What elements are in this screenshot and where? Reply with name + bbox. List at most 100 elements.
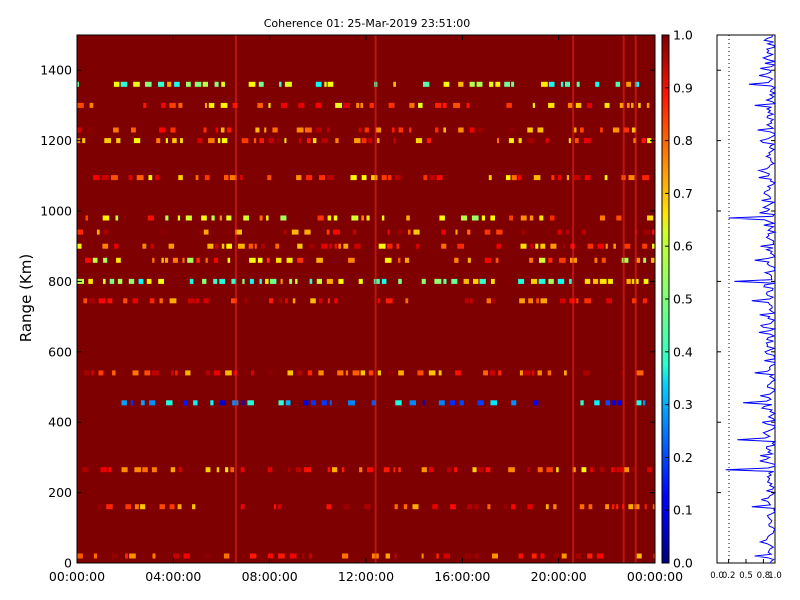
heatmap-cell <box>450 504 456 510</box>
heatmap-cell <box>343 243 349 249</box>
heatmap-cell <box>179 229 185 235</box>
heatmap-cell <box>496 229 503 235</box>
heatmap-cell <box>381 175 387 181</box>
heatmap-cell <box>205 370 210 376</box>
heatmap-cell <box>394 553 397 559</box>
heatmap-cell <box>364 127 369 133</box>
heatmap-cell <box>276 257 282 263</box>
heatmap-cell <box>459 400 464 406</box>
heatmap-cell <box>481 215 485 221</box>
heatmap-streaks <box>234 35 637 563</box>
heatmap-band <box>77 278 655 284</box>
y-tick-label: 1200 <box>40 133 72 148</box>
heatmap-cell <box>193 400 198 406</box>
heatmap-cell <box>458 81 464 87</box>
heatmap-cell <box>443 553 450 559</box>
heatmap-cell <box>599 215 605 221</box>
colorbar: 0.0 0.1 0.2 0.3 0.4 0.5 0.6 0.7 0.8 0.9 1.0 <box>661 28 693 571</box>
heatmap-cell <box>429 467 434 473</box>
heatmap-cell <box>224 175 229 181</box>
heatmap-cell <box>89 102 94 108</box>
y-tick-label: 1400 <box>40 63 72 78</box>
heatmap-cell <box>580 127 584 133</box>
heatmap-cell <box>553 553 559 559</box>
heatmap-cell <box>226 243 232 249</box>
heatmap-cell <box>151 467 157 473</box>
heatmap-band <box>83 298 647 304</box>
heatmap-cell <box>333 229 340 235</box>
heatmap-cell <box>102 243 109 249</box>
heatmap-cell <box>442 102 447 108</box>
heatmap-cell <box>488 175 492 181</box>
x-tick-label: 12:00:00 <box>338 569 394 584</box>
heatmap-cell <box>85 257 91 263</box>
heatmap-cell <box>623 127 630 133</box>
heatmap-cell <box>330 370 337 376</box>
heatmap-cell <box>584 138 591 144</box>
heatmap-cell <box>348 257 355 263</box>
heatmap-band <box>85 257 655 263</box>
heatmap-cell <box>511 400 517 406</box>
heatmap-cell <box>368 138 373 144</box>
heatmap-cell <box>508 467 515 473</box>
heatmap-cell <box>133 81 140 87</box>
heatmap-cell <box>82 467 89 473</box>
heatmap-cell <box>454 257 459 263</box>
heatmap-cell <box>309 243 315 249</box>
heatmap-cell <box>151 370 159 376</box>
heatmap-cell <box>208 102 215 108</box>
heatmap-cell <box>587 553 593 559</box>
heatmap-cell <box>531 278 538 284</box>
heatmap-cell <box>288 467 291 473</box>
heatmap-cell <box>359 467 363 473</box>
heatmap-cell <box>562 243 565 249</box>
heatmap-cell <box>605 243 608 249</box>
heatmap-cell <box>166 400 173 406</box>
heatmap-cell <box>559 298 566 304</box>
heatmap-cell <box>168 243 175 249</box>
heatmap-cell <box>449 400 455 406</box>
heatmap-cell <box>451 278 458 284</box>
heatmap-cell <box>183 553 190 559</box>
heatmap-cell <box>581 229 587 235</box>
heatmap-cell <box>351 215 359 221</box>
heatmap-cell <box>375 127 382 133</box>
heatmap-cell <box>170 370 174 376</box>
heatmap-cell <box>599 278 607 284</box>
heatmap-cell <box>634 81 639 87</box>
heatmap-cell <box>203 127 207 133</box>
heatmap-cell <box>628 504 634 510</box>
heatmap-streak <box>622 35 625 563</box>
heatmap-cell <box>387 175 392 181</box>
heatmap-cell <box>326 229 330 235</box>
heatmap-cell <box>572 467 576 473</box>
y-axis: 0 200 400 600 800 1000 1200 1400 <box>40 63 655 571</box>
heatmap-cell <box>169 298 177 304</box>
heatmap-cell <box>77 229 84 235</box>
heatmap-cell <box>301 553 304 559</box>
heatmap-cell <box>528 138 534 144</box>
heatmap-cell <box>272 127 278 133</box>
heatmap-cell <box>183 400 188 406</box>
heatmap-cell <box>145 81 152 87</box>
heatmap-cell <box>219 215 222 221</box>
heatmap-cell <box>469 81 475 87</box>
heatmap-cell <box>104 229 109 235</box>
heatmap-cell <box>581 467 587 473</box>
x-tick-label: 00:00:00 <box>627 569 683 584</box>
profile-axes: 0.00.2 0.5 0.81.0 <box>710 69 782 581</box>
heatmap-cell <box>523 370 531 376</box>
heatmap-bands <box>77 81 655 559</box>
heatmap-cell <box>364 504 371 510</box>
heatmap-cell <box>489 81 494 87</box>
heatmap-cell <box>377 370 381 376</box>
heatmap-cell <box>284 229 287 235</box>
heatmap-cell <box>161 257 164 263</box>
heatmap-cell <box>408 229 411 235</box>
heatmap-band <box>82 467 653 473</box>
heatmap-cell <box>196 257 200 263</box>
heatmap-cell <box>398 127 404 133</box>
heatmap-cell <box>537 467 543 473</box>
heatmap-cell <box>242 400 245 406</box>
heatmap-cell <box>138 278 144 284</box>
